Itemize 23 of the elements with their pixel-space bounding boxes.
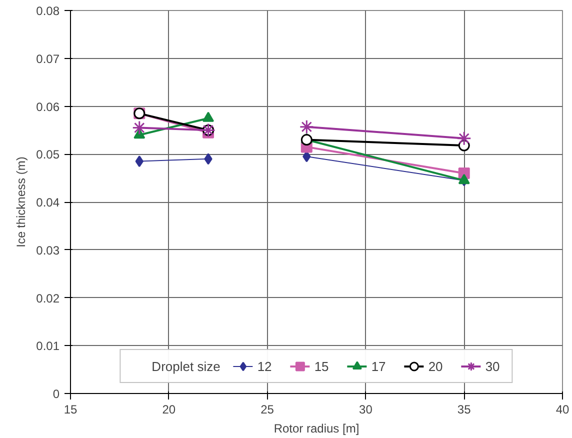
legend-label: 30 bbox=[485, 358, 501, 374]
x-tick-label: 40 bbox=[556, 402, 570, 416]
legend-label: 17 bbox=[371, 358, 387, 374]
y-tick-label: 0.08 bbox=[36, 4, 60, 18]
y-tick-label: 0.04 bbox=[36, 196, 60, 210]
legend-label: 15 bbox=[314, 358, 330, 374]
y-tick-label: 0.03 bbox=[36, 243, 60, 258]
y-axis-title: Ice thickness (m) bbox=[14, 156, 28, 248]
x-tick-label: 30 bbox=[359, 402, 373, 416]
x-axis-title: Rotor radius [m] bbox=[274, 422, 360, 436]
legend-title: Droplet size bbox=[152, 358, 220, 374]
x-tick-label: 25 bbox=[260, 402, 274, 416]
y-tick-label: 0.01 bbox=[36, 339, 60, 354]
y-tick-label: 0 bbox=[52, 387, 60, 401]
y-tick-label: 0.07 bbox=[36, 52, 60, 66]
legend-label: 20 bbox=[428, 358, 444, 374]
x-tick-label: 35 bbox=[457, 402, 472, 416]
y-tick-label: 0.06 bbox=[36, 100, 60, 114]
x-tick-label: 20 bbox=[162, 402, 176, 416]
x-tick-label: 15 bbox=[64, 402, 78, 416]
legend-label: 12 bbox=[257, 358, 273, 374]
y-tick-label: 0.05 bbox=[36, 148, 60, 162]
y-tick-label: 0.02 bbox=[36, 291, 60, 306]
